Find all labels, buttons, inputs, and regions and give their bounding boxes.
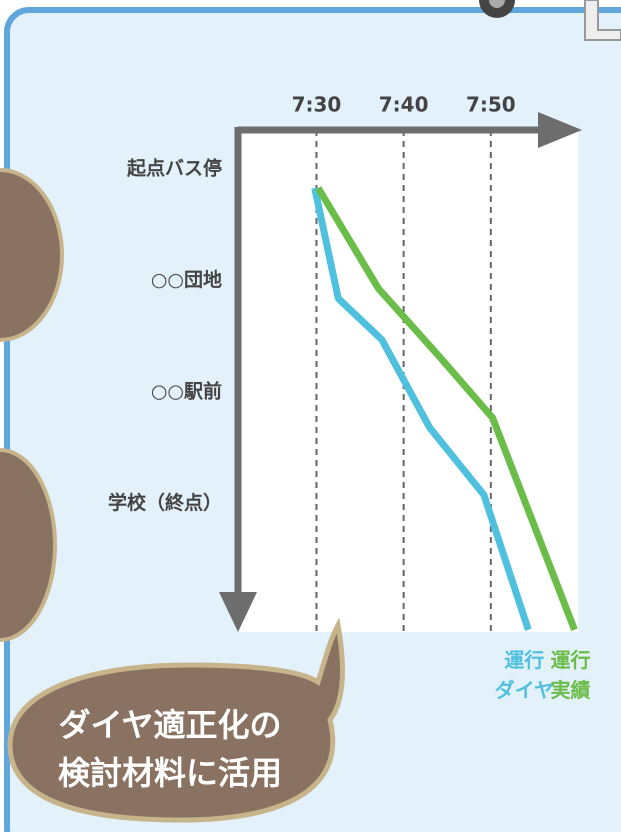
legend-label: 運行 実績 [526, 645, 616, 705]
x-tick-label: 7:30 [292, 93, 342, 117]
y-tick-label: ○○駅前 [151, 380, 222, 403]
x-tick-label: 7:50 [466, 93, 516, 117]
bubble-text: ダイヤ適正化の [58, 706, 281, 744]
y-tick-label: ○○団地 [151, 268, 222, 291]
x-tick-label: 7:40 [379, 93, 429, 117]
y-tick-label: 学校（終点） [108, 491, 222, 514]
chart: 7:307:407:50起点バス停○○団地○○駅前学校（終点） ダイヤ適正化の … [0, 0, 621, 832]
page: 7:307:407:50起点バス停○○団地○○駅前学校（終点） ダイヤ適正化の … [0, 0, 621, 832]
bubble-text: 検討材料に活用 [58, 754, 282, 792]
y-tick-label: 起点バス停 [126, 157, 222, 180]
